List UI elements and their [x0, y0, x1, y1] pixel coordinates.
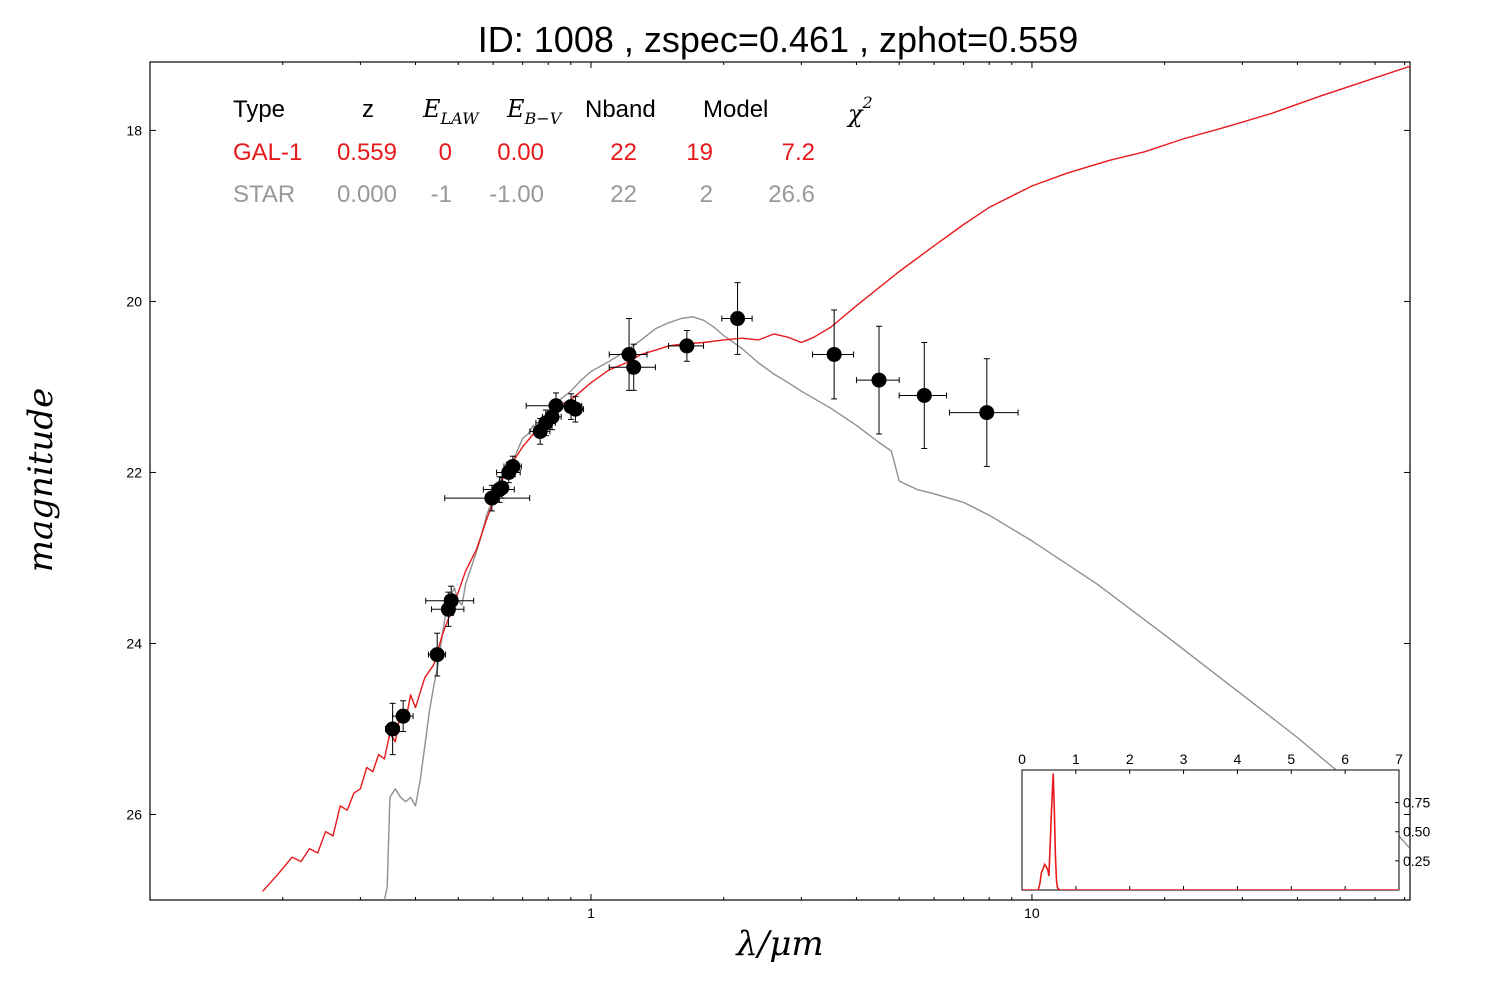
- photometry-point: [621, 346, 637, 362]
- photometry-point: [730, 311, 746, 327]
- plot-frame: [149, 61, 1411, 901]
- inset-pdf-line: [1022, 773, 1399, 890]
- chart-title: ID: 1008 , zspec=0.461 , zphot=0.559: [478, 19, 1078, 60]
- table-cell-type: GAL-1: [233, 139, 302, 166]
- y-tick-label: 22: [126, 464, 142, 480]
- table-cell-ebv: -1.00: [489, 181, 544, 208]
- inset-x-tick-label: 5: [1287, 751, 1295, 767]
- inset-frame: [1021, 769, 1400, 891]
- y-tick-label: 26: [126, 806, 142, 822]
- inset-x-tick-label: 0: [1018, 751, 1026, 767]
- inset-y-tick-label: 0.50: [1403, 824, 1430, 840]
- x-tick-label: 10: [1024, 905, 1040, 921]
- y-tick-label: 20: [126, 293, 142, 309]
- photometry-point: [395, 708, 411, 724]
- photometry-point: [626, 359, 642, 375]
- photometry-point: [916, 387, 932, 403]
- inset-x-tick-label: 1: [1072, 751, 1080, 767]
- photometry-point: [979, 405, 995, 421]
- table-cell-chi2: 7.2: [782, 139, 815, 166]
- photometry-point: [679, 338, 695, 354]
- table-header-z: z: [362, 96, 374, 123]
- table-cell-chi2: 26.6: [768, 181, 815, 208]
- photometry-point: [443, 593, 459, 609]
- table-header-model: Model: [703, 96, 768, 123]
- inset-pdf-path: [1022, 773, 1399, 890]
- table-cell-elaw: -1: [431, 181, 452, 208]
- photometry-point: [871, 372, 887, 388]
- photometry-point: [567, 401, 583, 417]
- photometry-point: [429, 647, 445, 663]
- y-tick-label: 24: [126, 635, 142, 651]
- table-cell-ebv: 0.00: [497, 139, 544, 166]
- table-cell-type: STAR: [233, 181, 295, 208]
- photometry-points: [384, 282, 1019, 756]
- photometry-point: [548, 398, 564, 414]
- inset-x-tick-label: 7: [1395, 751, 1403, 767]
- inset-ticks: 0 1 2 3 4 5 6 7 0.25 0.50 0.75: [1018, 751, 1430, 890]
- inset-x-tick-label: 4: [1234, 751, 1242, 767]
- table-cell-nband: 22: [610, 139, 637, 166]
- inset-y-tick-label: 0.75: [1403, 795, 1430, 811]
- inset-y-tick-label: 0.25: [1403, 853, 1430, 869]
- inset-x-tick-label: 3: [1180, 751, 1188, 767]
- table-cell-z: 0.559: [337, 139, 397, 166]
- redshift-pdf-inset: 0 1 2 3 4 5 6 7 0.25 0.50 0.75: [1018, 751, 1430, 891]
- table-cell-elaw: 0: [439, 139, 452, 166]
- table-header-nband: Nband: [585, 96, 656, 123]
- photometry-point: [494, 480, 510, 496]
- table-cell-model: 2: [700, 181, 713, 208]
- table-header-type: Type: [233, 96, 285, 123]
- photometry-point: [385, 721, 401, 737]
- inset-x-tick-label: 6: [1341, 751, 1349, 767]
- y-tick-label: 18: [126, 122, 142, 138]
- table-cell-model: 19: [686, 139, 713, 166]
- inset-x-tick-label: 2: [1126, 751, 1134, 767]
- x-axis-label: λ/μm: [734, 924, 823, 964]
- photometry-point: [505, 458, 521, 474]
- x-tick-label: 1: [587, 905, 595, 921]
- y-axis-label: magnitude: [21, 388, 61, 573]
- table-cell-nband: 22: [610, 181, 637, 208]
- photometry-point: [826, 346, 842, 362]
- table-cell-z: 0.000: [337, 181, 397, 208]
